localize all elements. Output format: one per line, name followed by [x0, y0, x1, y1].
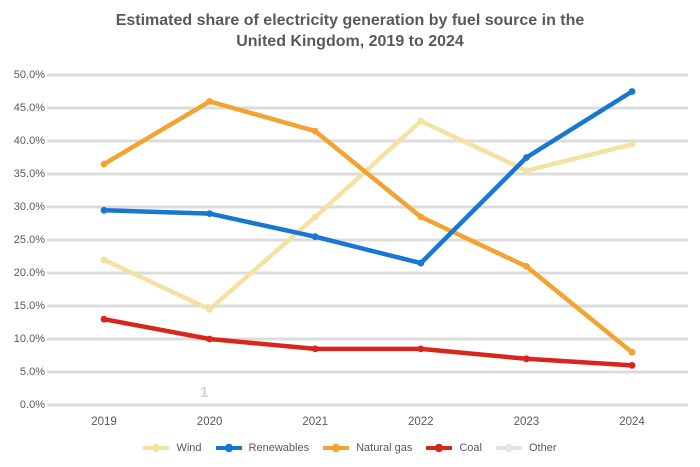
- data-point-wind: [206, 305, 214, 313]
- y-tick-label: 40.0%: [13, 134, 45, 147]
- chart-title: Estimated share of electricity generatio…: [0, 10, 700, 52]
- data-point-natural-gas: [523, 263, 530, 270]
- chart-title-line1: Estimated share of electricity generatio…: [115, 12, 585, 29]
- legend-line-marker-icon: [215, 443, 242, 453]
- data-point-natural-gas: [417, 213, 425, 221]
- data-point-renewables: [523, 154, 530, 161]
- data-point-wind: [100, 256, 108, 264]
- data-point-natural-gas: [628, 348, 636, 356]
- y-tick-label: 30.0%: [13, 200, 45, 213]
- data-point-coal: [523, 355, 530, 363]
- series-line-natural-gas: [101, 99, 635, 355]
- data-point-renewables: [628, 88, 636, 95]
- data-point-coal: [100, 315, 108, 323]
- series-line-coal: [101, 316, 635, 368]
- data-point-coal: [628, 362, 636, 369]
- data-point-natural-gas: [311, 127, 319, 135]
- y-tick-label: 35.0%: [13, 167, 45, 180]
- y-tick-label: 15.0%: [13, 299, 45, 312]
- legend-item-coal: Coal: [426, 442, 482, 454]
- legend-line-marker-icon: [323, 443, 350, 453]
- data-point-coal: [206, 335, 214, 343]
- x-tick-label: 2022: [408, 416, 434, 428]
- y-tick-label: 45.0%: [13, 101, 45, 114]
- legend-item-label: Coal: [459, 442, 482, 454]
- data-point-renewables: [100, 206, 108, 214]
- x-tick-label: 2020: [196, 416, 223, 428]
- y-tick-label: 50.0%: [13, 68, 45, 81]
- legend-item-label: Renewables: [248, 442, 310, 454]
- data-point-coal: [417, 345, 425, 353]
- series-line-wind: [101, 118, 635, 312]
- x-tick-label: 2024: [619, 416, 645, 428]
- data-point-wind: [417, 117, 425, 125]
- y-tick-label: 0.0%: [19, 398, 45, 411]
- y-tick-label: 20.0%: [13, 266, 45, 279]
- legend-item-wind: Wind: [143, 442, 202, 454]
- y-tick-label: 25.0%: [13, 233, 45, 246]
- data-point-wind: [311, 213, 319, 221]
- data-point-wind: [523, 167, 530, 175]
- x-tick-label: 2023: [513, 416, 540, 428]
- stray-mark: 1: [200, 384, 209, 401]
- legend-item-label: Other: [528, 442, 557, 454]
- data-point-natural-gas: [206, 98, 214, 105]
- legend-item-natural-gas: Natural gas: [323, 442, 412, 454]
- legend-line-marker-icon: [495, 443, 522, 453]
- y-tick-label: 10.0%: [13, 332, 45, 345]
- y-tick-label: 5.0%: [19, 365, 45, 378]
- legend: Wind Renewables Natural gas Coal Other: [0, 442, 700, 454]
- data-point-coal: [311, 345, 319, 353]
- chart-title-line2: United Kingdom, 2019 to 2024: [236, 33, 464, 50]
- x-tick-label: 2021: [302, 416, 328, 428]
- legend-item-other: Other: [495, 442, 557, 454]
- x-tick-label: 2019: [91, 416, 117, 428]
- legend-item-label: Natural gas: [356, 442, 413, 454]
- data-point-wind: [628, 140, 636, 148]
- legend-line-marker-icon: [143, 443, 170, 453]
- legend-line-marker-icon: [426, 443, 453, 453]
- data-point-renewables: [206, 210, 214, 218]
- data-point-natural-gas: [100, 160, 108, 168]
- series-line-renewables: [101, 89, 635, 266]
- data-point-renewables: [417, 259, 425, 267]
- legend-item-renewables: Renewables: [215, 442, 310, 454]
- legend-item-label: Wind: [176, 442, 202, 454]
- data-point-renewables: [311, 233, 319, 241]
